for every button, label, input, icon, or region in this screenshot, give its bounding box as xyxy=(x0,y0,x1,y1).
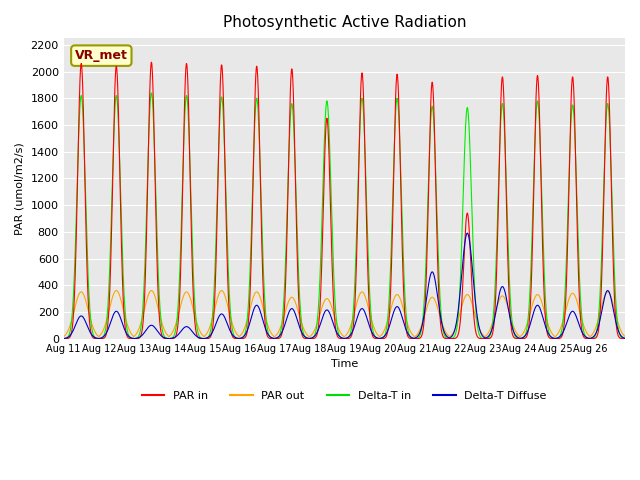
Title: Photosynthetic Active Radiation: Photosynthetic Active Radiation xyxy=(223,15,466,30)
Legend: PAR in, PAR out, Delta-T in, Delta-T Diffuse: PAR in, PAR out, Delta-T in, Delta-T Dif… xyxy=(138,386,551,405)
Y-axis label: PAR (umol/m2/s): PAR (umol/m2/s) xyxy=(15,142,25,235)
Text: VR_met: VR_met xyxy=(75,49,128,62)
X-axis label: Time: Time xyxy=(331,359,358,369)
